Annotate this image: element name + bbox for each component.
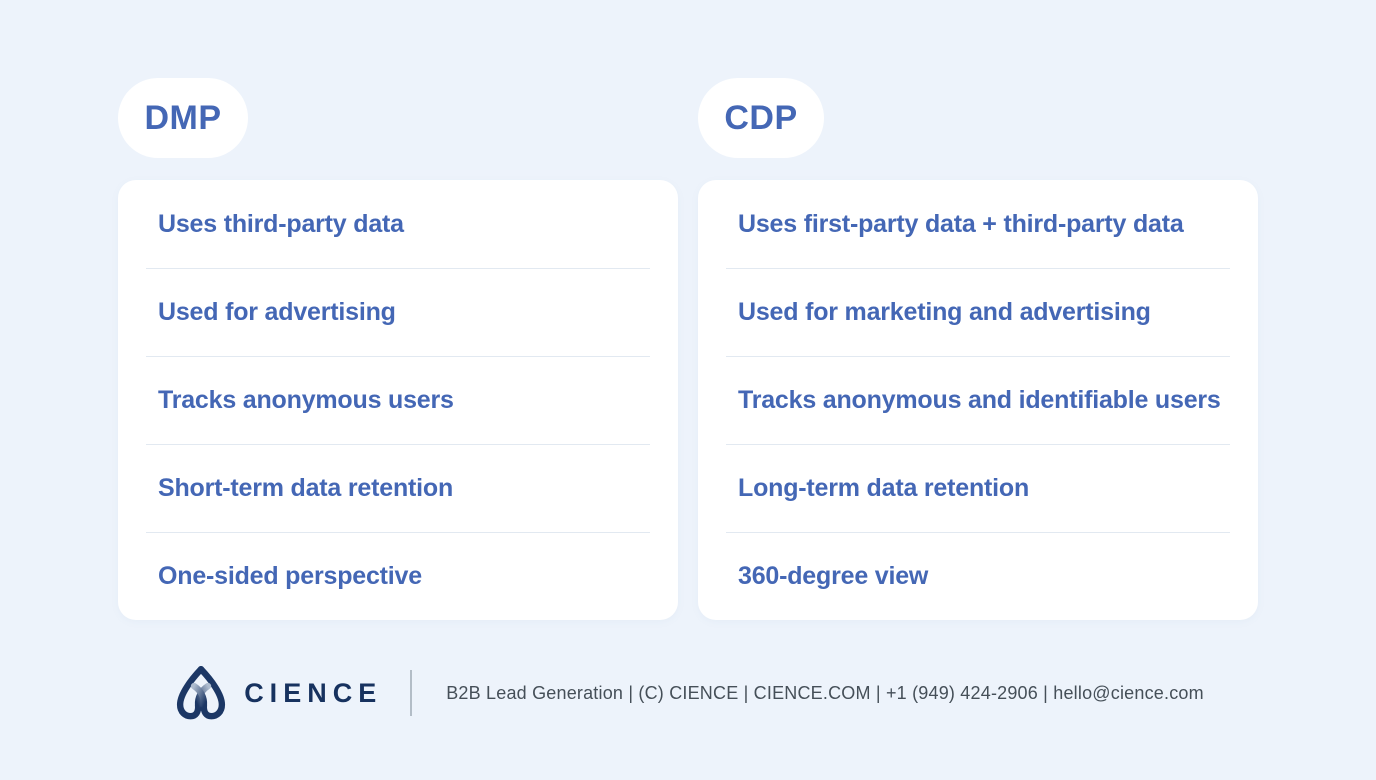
comparison-row: Tracks anonymous and identifiable users xyxy=(726,356,1230,444)
dmp-header-label: DMP xyxy=(144,98,222,137)
comparison-row: One-sided perspective xyxy=(146,532,650,620)
cdp-item-label: 360-degree view xyxy=(738,562,929,590)
cdp-item-label: Uses first-party data + third-party data xyxy=(738,209,1184,238)
comparison-row: 360-degree view xyxy=(726,532,1230,620)
cience-logomark-icon xyxy=(177,666,226,720)
cdp-item-label: Tracks anonymous and identifiable users xyxy=(738,386,1221,414)
comparison-row: Long-term data retention xyxy=(726,444,1230,532)
comparison-row: Tracks anonymous users xyxy=(146,356,650,444)
comparison-row: Short-term data retention xyxy=(146,444,650,532)
dmp-item-label: Short-term data retention xyxy=(158,474,454,502)
cience-wordmark: CIENCE xyxy=(244,677,383,708)
dmp-item-label: Uses third-party data xyxy=(158,209,404,238)
comparison-row: Used for advertising xyxy=(146,268,650,356)
comparison-row: Uses third-party data xyxy=(146,180,650,268)
dmp-item-label: Tracks anonymous users xyxy=(158,386,454,414)
cdp-item-label: Used for marketing and advertising xyxy=(738,298,1151,326)
dmp-header-pill: DMP xyxy=(118,78,248,158)
comparison-row: Used for marketing and advertising xyxy=(726,268,1230,356)
cdp-header-pill: CDP xyxy=(698,78,824,158)
dmp-item-label: Used for advertising xyxy=(158,298,396,326)
dmp-card: Uses third-party data Used for advertisi… xyxy=(118,180,678,620)
cdp-card: Uses first-party data + third-party data… xyxy=(698,180,1258,620)
footer-divider xyxy=(410,670,413,716)
dmp-item-label: One-sided perspective xyxy=(158,562,422,590)
cdp-item-label: Long-term data retention xyxy=(738,474,1030,502)
comparison-row: Uses first-party data + third-party data xyxy=(726,180,1230,268)
footer-info-text: B2B Lead Generation | (C) CIENCE | CIENC… xyxy=(446,682,1204,703)
footer: CIENCE B2B Lead Generation | (C) CIENCE … xyxy=(0,650,1376,736)
cdp-header-label: CDP xyxy=(724,98,798,137)
